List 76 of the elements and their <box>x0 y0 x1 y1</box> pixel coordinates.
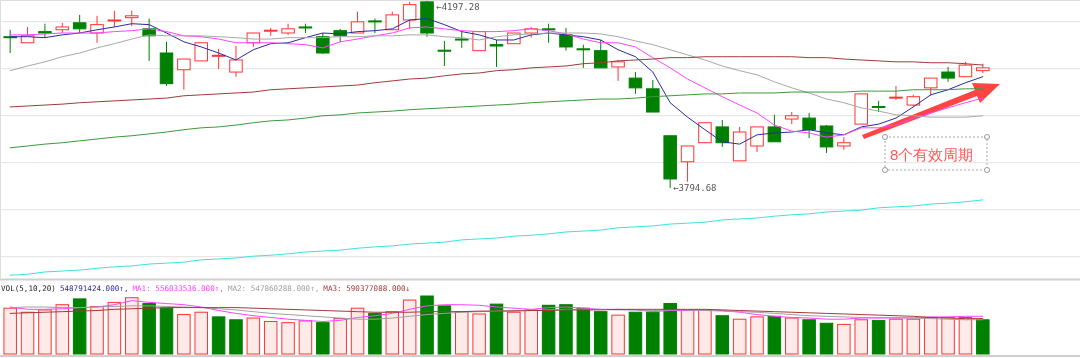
bar <box>889 318 903 355</box>
candlestick <box>437 40 452 67</box>
annotation: 8个有效周期 <box>890 146 974 163</box>
bar <box>142 303 156 355</box>
bar <box>680 310 695 355</box>
annotation: ←3794.68 <box>673 182 717 193</box>
candlestick <box>194 42 208 62</box>
bar <box>524 309 538 355</box>
candlestick <box>177 58 191 91</box>
bar <box>437 305 452 355</box>
bar <box>402 299 417 355</box>
candlestick <box>281 23 295 36</box>
bar <box>906 318 921 355</box>
candlestick <box>159 41 174 87</box>
bar <box>246 317 261 355</box>
bar <box>263 321 278 355</box>
bar <box>802 319 816 355</box>
bar <box>420 295 434 355</box>
bar <box>785 317 799 355</box>
bar <box>923 316 938 355</box>
bar <box>368 312 382 355</box>
bar <box>507 311 521 355</box>
candlestick <box>229 45 243 78</box>
bar <box>698 310 712 355</box>
bar <box>976 319 990 355</box>
bar <box>3 307 17 355</box>
bar <box>958 316 973 355</box>
candlestick <box>698 122 712 144</box>
bar <box>211 316 226 355</box>
candlestick <box>802 112 816 139</box>
bar <box>854 319 868 355</box>
bar <box>767 315 782 355</box>
bar <box>177 314 191 355</box>
bar <box>90 305 104 355</box>
bar <box>593 311 608 355</box>
candlestick <box>350 11 365 34</box>
candlestick <box>941 66 955 83</box>
bar <box>385 311 400 355</box>
bar <box>611 314 625 355</box>
bar <box>489 303 504 355</box>
bar <box>559 304 573 355</box>
bar <box>55 304 70 355</box>
bar <box>194 311 208 355</box>
candlestick <box>368 18 382 34</box>
annotation: ←4197.28 <box>436 2 480 12</box>
bar <box>541 304 556 355</box>
bar <box>316 322 330 355</box>
bar <box>715 315 730 355</box>
bar <box>941 316 955 355</box>
bar <box>663 303 677 355</box>
bar <box>281 322 295 355</box>
candlestick <box>559 27 573 52</box>
candlestick <box>854 93 868 125</box>
bar <box>350 307 365 355</box>
bar <box>837 323 851 355</box>
bar <box>871 319 886 355</box>
candlestick <box>750 126 764 153</box>
bar <box>20 311 35 355</box>
bar <box>107 301 122 355</box>
candlestick <box>889 85 903 101</box>
candlestick <box>680 145 695 183</box>
bar <box>628 311 643 355</box>
candlestick <box>837 136 851 151</box>
bar <box>455 311 469 355</box>
bar <box>646 311 660 355</box>
bar <box>333 318 347 355</box>
bar <box>159 307 174 355</box>
bar <box>750 316 764 355</box>
bar <box>72 298 87 355</box>
bar <box>472 313 486 355</box>
bar <box>298 320 313 355</box>
bar <box>38 309 52 355</box>
bar <box>819 322 834 355</box>
bar <box>229 319 243 355</box>
bar <box>576 307 591 355</box>
bar <box>732 318 747 355</box>
